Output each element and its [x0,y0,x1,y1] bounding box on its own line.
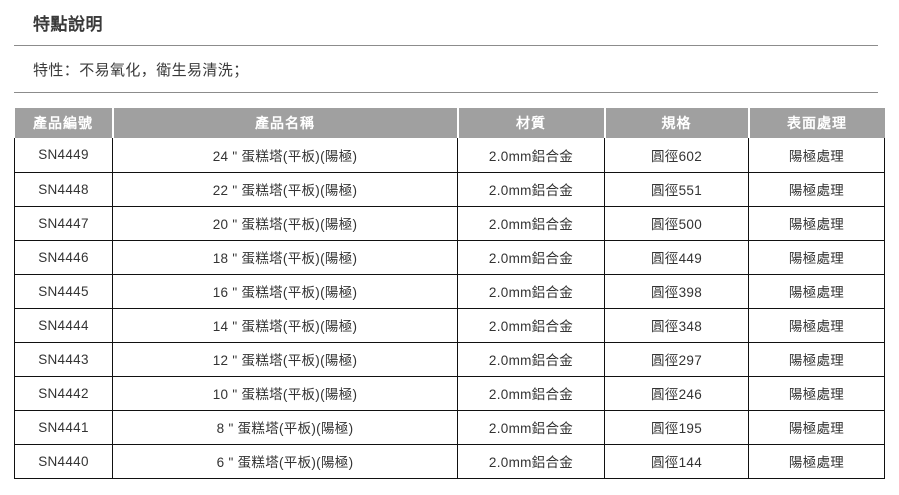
cell-material: 2.0mm鋁合金 [457,138,605,173]
cell-material: 2.0mm鋁合金 [457,274,605,309]
table-row: SN4448 22 " 蛋糕塔(平板)(陽極) 2.0mm鋁合金 圓徑551 陽… [14,172,885,207]
cell-material: 2.0mm鋁合金 [457,240,605,275]
cell-product-code: SN4441 [14,410,113,445]
page-title: 特點說明 [33,15,103,34]
divider-bottom [14,92,878,93]
feature-description: 特性：不易氧化，衛生易清洗； [33,62,249,79]
cell-specification: 圓徑551 [604,172,749,207]
table-row: SN4440 6 " 蛋糕塔(平板)(陽極) 2.0mm鋁合金 圓徑144 陽極… [14,444,885,479]
cell-product-code: SN4444 [14,308,113,343]
cell-material: 2.0mm鋁合金 [457,376,605,411]
table-row: SN4449 24 " 蛋糕塔(平板)(陽極) 2.0mm鋁合金 圓徑602 陽… [14,138,885,173]
cell-surface: 陽極處理 [748,172,885,207]
cell-product-code: SN4447 [14,206,113,241]
cell-specification: 圓徑297 [604,342,749,377]
table-body: SN4449 24 " 蛋糕塔(平板)(陽極) 2.0mm鋁合金 圓徑602 陽… [14,138,885,479]
cell-material: 2.0mm鋁合金 [457,410,605,445]
cell-surface: 陽極處理 [748,274,885,309]
cell-product-name: 20 " 蛋糕塔(平板)(陽極) [112,206,458,241]
cell-surface: 陽極處理 [748,410,885,445]
cell-product-code: SN4442 [14,376,113,411]
cell-surface: 陽極處理 [748,444,885,479]
cell-product-name: 16 " 蛋糕塔(平板)(陽極) [112,274,458,309]
cell-product-code: SN4443 [14,342,113,377]
cell-product-name: 6 " 蛋糕塔(平板)(陽極) [112,444,458,479]
spec-table-wrapper: 產品編號 產品名稱 材質 規格 表面處理 SN4449 24 " 蛋糕塔(平板)… [14,108,885,479]
column-header-product-code: 產品編號 [14,108,114,138]
cell-specification: 圓徑449 [604,240,749,275]
cell-surface: 陽極處理 [748,342,885,377]
cell-product-code: SN4448 [14,172,113,207]
column-header-product-name: 產品名稱 [112,108,459,138]
cell-product-name: 22 " 蛋糕塔(平板)(陽極) [112,172,458,207]
cell-specification: 圓徑246 [604,376,749,411]
cell-surface: 陽極處理 [748,376,885,411]
table-row: SN4447 20 " 蛋糕塔(平板)(陽極) 2.0mm鋁合金 圓徑500 陽… [14,206,885,241]
cell-material: 2.0mm鋁合金 [457,342,605,377]
cell-product-code: SN4446 [14,240,113,275]
cell-surface: 陽極處理 [748,206,885,241]
cell-specification: 圓徑195 [604,410,749,445]
cell-material: 2.0mm鋁合金 [457,206,605,241]
column-header-material: 材質 [457,108,606,138]
cell-surface: 陽極處理 [748,240,885,275]
cell-specification: 圓徑602 [604,138,749,173]
table-row: SN4441 8 " 蛋糕塔(平板)(陽極) 2.0mm鋁合金 圓徑195 陽極… [14,410,885,445]
cell-surface: 陽極處理 [748,308,885,343]
column-header-surface: 表面處理 [748,108,885,138]
cell-product-code: SN4449 [14,138,113,173]
column-header-specification: 規格 [604,108,750,138]
divider-top [14,45,878,46]
cell-surface: 陽極處理 [748,138,885,173]
product-spec-table: 產品編號 產品名稱 材質 規格 表面處理 SN4449 24 " 蛋糕塔(平板)… [14,108,885,479]
cell-product-name: 18 " 蛋糕塔(平板)(陽極) [112,240,458,275]
cell-specification: 圓徑500 [604,206,749,241]
cell-product-name: 12 " 蛋糕塔(平板)(陽極) [112,342,458,377]
cell-material: 2.0mm鋁合金 [457,308,605,343]
cell-product-name: 10 " 蛋糕塔(平板)(陽極) [112,376,458,411]
table-row: SN4443 12 " 蛋糕塔(平板)(陽極) 2.0mm鋁合金 圓徑297 陽… [14,342,885,377]
cell-product-name: 8 " 蛋糕塔(平板)(陽極) [112,410,458,445]
cell-specification: 圓徑398 [604,274,749,309]
cell-product-code: SN4445 [14,274,113,309]
cell-product-name: 24 " 蛋糕塔(平板)(陽極) [112,138,458,173]
cell-material: 2.0mm鋁合金 [457,444,605,479]
table-row: SN4444 14 " 蛋糕塔(平板)(陽極) 2.0mm鋁合金 圓徑348 陽… [14,308,885,343]
table-header-row: 產品編號 產品名稱 材質 規格 表面處理 [14,108,885,138]
table-row: SN4446 18 " 蛋糕塔(平板)(陽極) 2.0mm鋁合金 圓徑449 陽… [14,240,885,275]
cell-specification: 圓徑348 [604,308,749,343]
cell-product-code: SN4440 [14,444,113,479]
table-header: 產品編號 產品名稱 材質 規格 表面處理 [14,108,885,138]
table-row: SN4445 16 " 蛋糕塔(平板)(陽極) 2.0mm鋁合金 圓徑398 陽… [14,274,885,309]
cell-specification: 圓徑144 [604,444,749,479]
table-row: SN4442 10 " 蛋糕塔(平板)(陽極) 2.0mm鋁合金 圓徑246 陽… [14,376,885,411]
cell-product-name: 14 " 蛋糕塔(平板)(陽極) [112,308,458,343]
cell-material: 2.0mm鋁合金 [457,172,605,207]
